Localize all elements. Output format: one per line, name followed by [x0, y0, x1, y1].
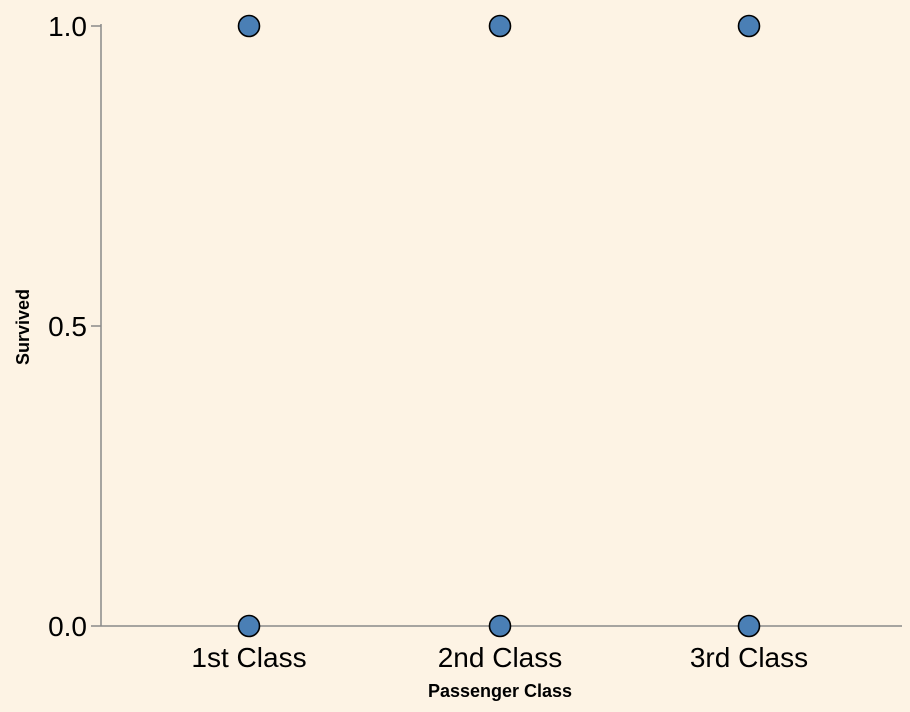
x-axis-title: Passenger Class: [428, 681, 572, 701]
y-tick-label: 0.5: [48, 311, 87, 342]
y-axis-title: Survived: [13, 289, 33, 365]
data-point: [237, 614, 261, 638]
data-point: [488, 614, 512, 638]
x-tick-label: 3rd Class: [690, 642, 808, 673]
data-point: [737, 614, 761, 638]
y-tick-label: 0.0: [48, 611, 87, 642]
data-point: [488, 14, 512, 38]
x-tick-label: 1st Class: [191, 642, 306, 673]
x-tick-label: 2nd Class: [438, 642, 563, 673]
y-tick-label: 1.0: [48, 11, 87, 42]
data-point: [237, 14, 261, 38]
data-point: [737, 14, 761, 38]
data-points: [237, 14, 761, 638]
y-axis: 0.0 0.5 1.0: [48, 11, 102, 642]
